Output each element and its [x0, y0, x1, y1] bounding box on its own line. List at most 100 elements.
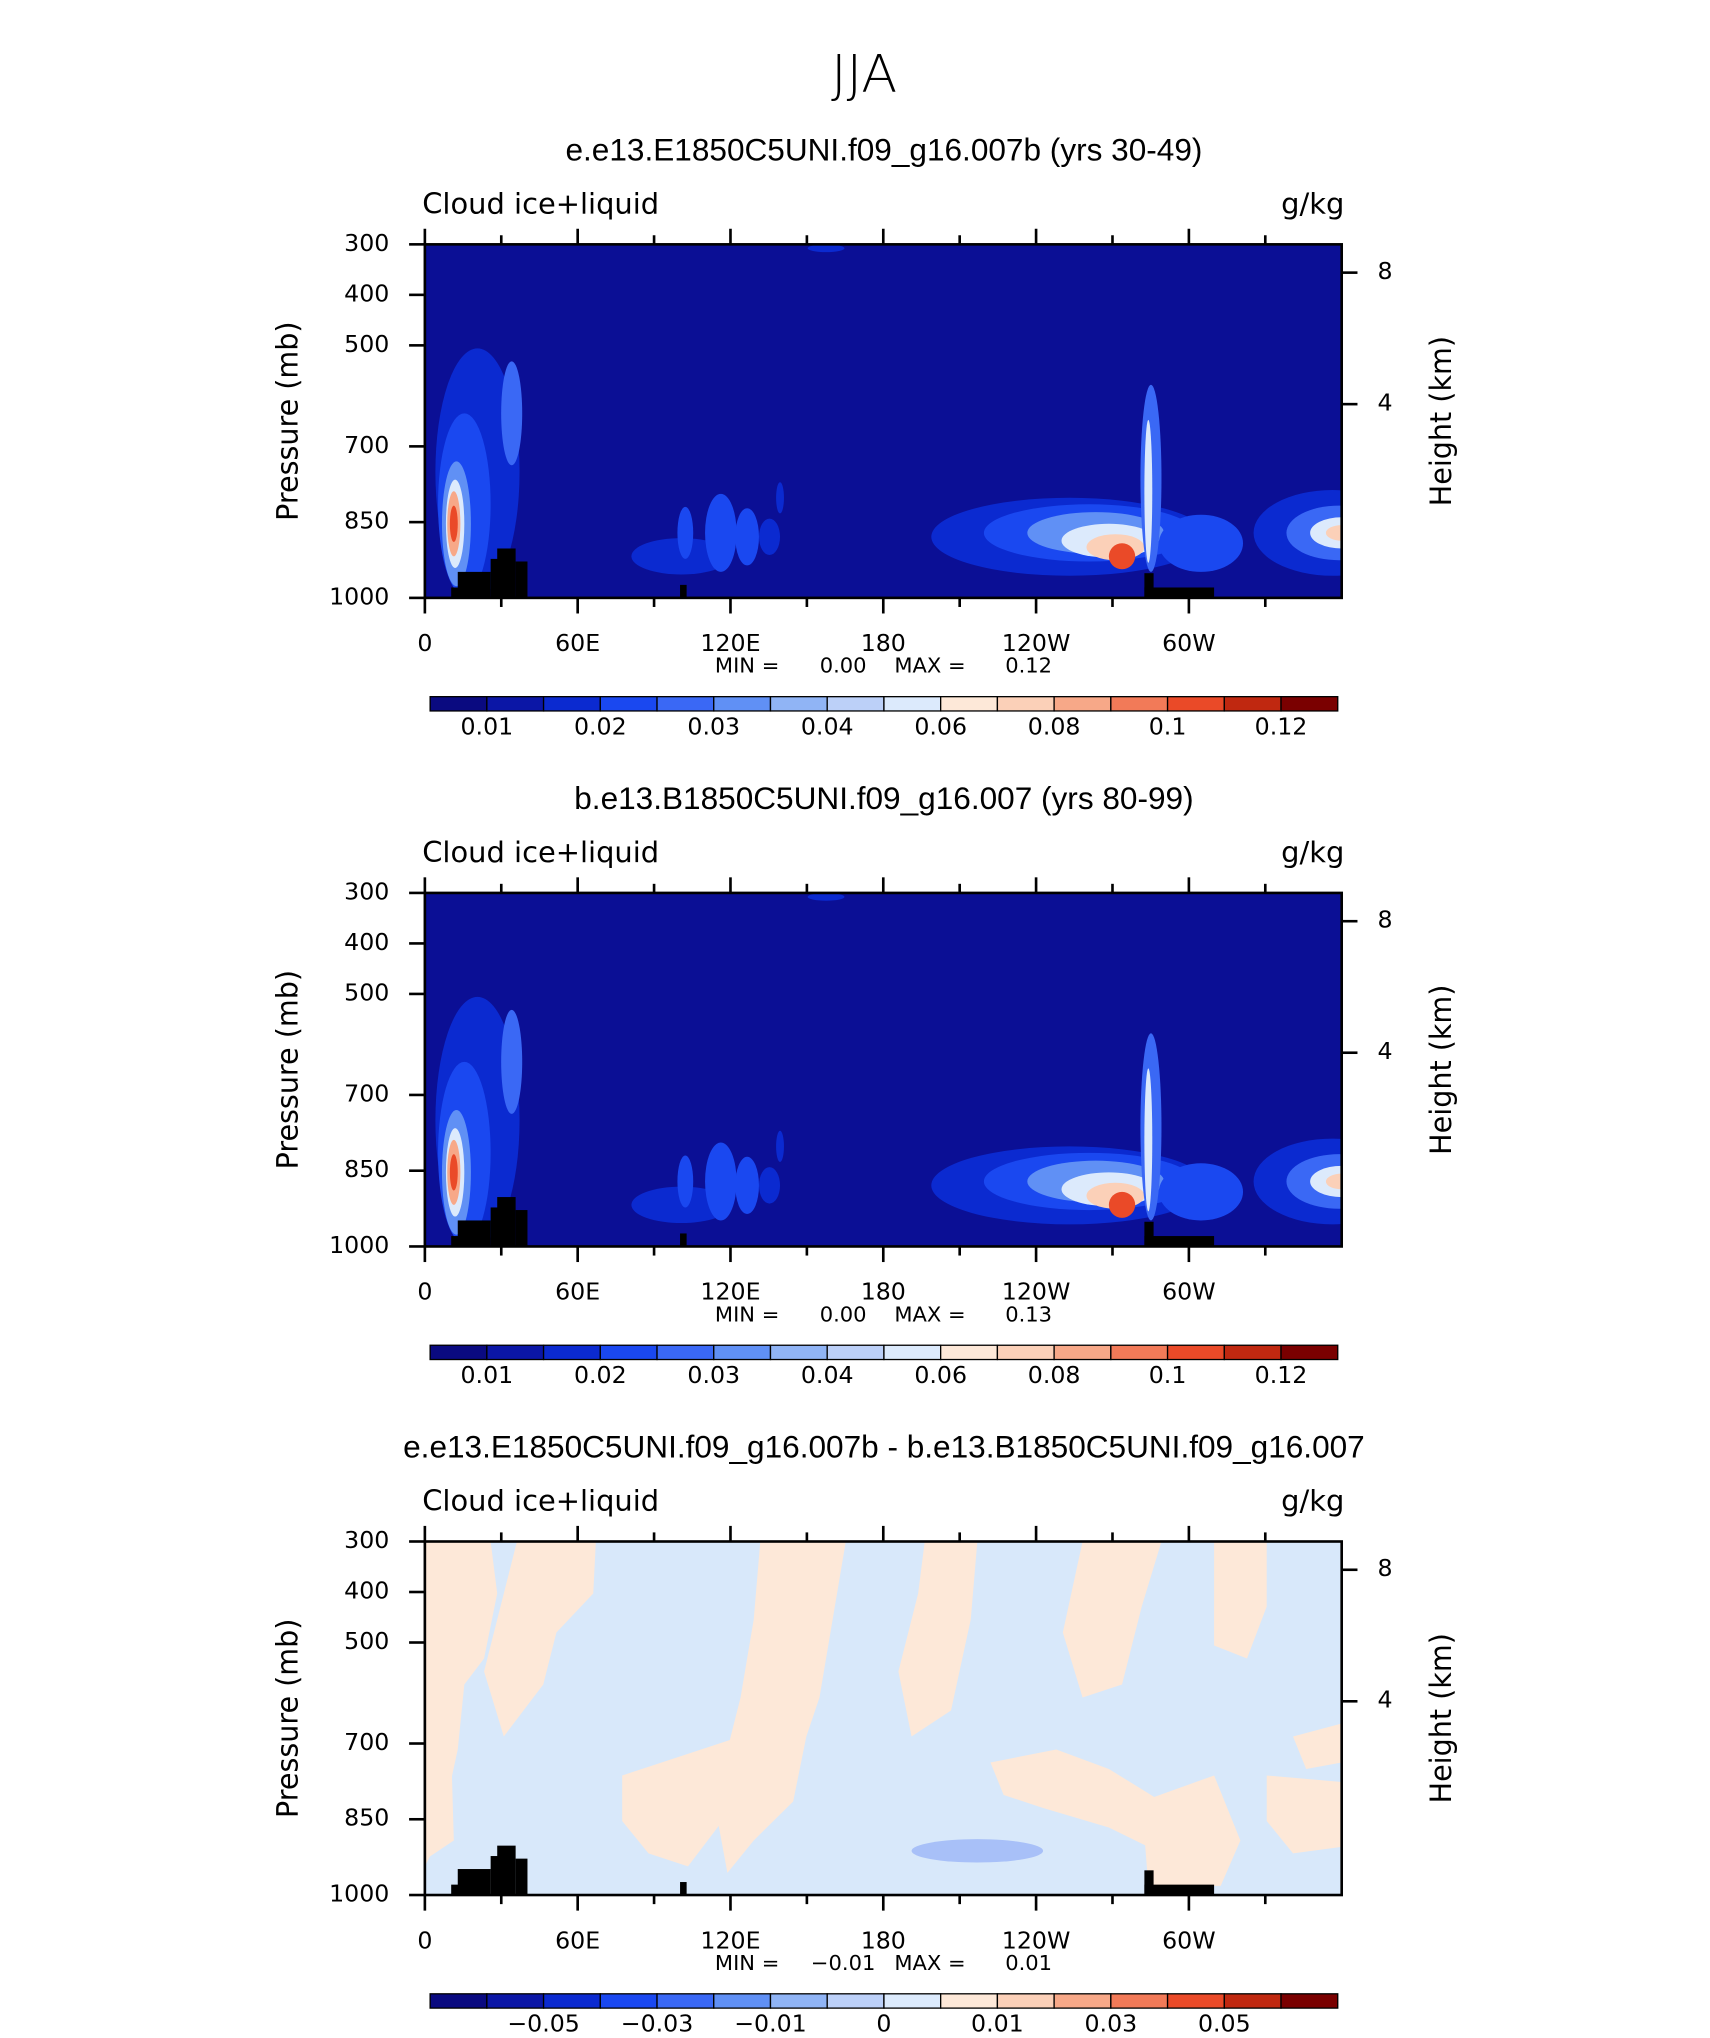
x-tick-label: 60W	[1162, 1926, 1216, 1954]
left-label: Cloud ice+liquid	[422, 835, 659, 869]
colorbar-box	[599, 1344, 658, 1361]
colorbar-label: 0.12	[1255, 1361, 1308, 1389]
colorbar-box	[883, 696, 942, 712]
colorbar-label: 0.03	[687, 1361, 740, 1389]
x-tick-label: 120W	[1002, 1926, 1071, 1954]
colorbar-box	[1280, 1344, 1339, 1361]
colorbar-label: 0.01	[971, 2010, 1024, 2038]
y2-axis-label: Height (km)	[1424, 985, 1458, 1155]
y-tick-label: 300	[344, 229, 389, 257]
colorbar-label: −0.05	[507, 2010, 580, 2038]
y2-tick-label: 4	[1378, 389, 1393, 417]
colorbar-box	[599, 696, 658, 712]
y-axis-label: Pressure (mb)	[270, 970, 304, 1169]
colorbar-label: 0.06	[914, 1361, 967, 1389]
left-label: Cloud ice+liquid	[422, 186, 659, 220]
y-tick-label: 1000	[329, 582, 389, 610]
x-tick-label: 120E	[700, 1278, 760, 1306]
colorbar-box	[1280, 696, 1339, 712]
x-tick-label: 60E	[555, 629, 600, 657]
colorbar-label: 0.03	[1085, 2010, 1138, 2038]
contour-field	[424, 892, 1342, 1247]
stat-name: MIN =	[715, 654, 779, 678]
colorbar-box	[1053, 1344, 1112, 1361]
y-tick-label: 700	[344, 431, 389, 459]
colorbar-box	[486, 1993, 545, 2009]
stat-name: MAX =	[894, 1951, 965, 1975]
right-label: g/kg	[1281, 186, 1344, 220]
colorbar-box	[996, 1993, 1055, 2009]
colorbar-label: 0.01	[461, 712, 514, 740]
y-tick-label: 300	[344, 1526, 389, 1554]
colorbar-box	[996, 696, 1055, 712]
y-tick-label: 300	[344, 878, 389, 906]
colorbar-box	[713, 1993, 772, 2009]
colorbar-label: 0.12	[1255, 712, 1308, 740]
colorbar-box	[429, 1344, 488, 1361]
colorbar-box	[826, 1993, 885, 2009]
colorbar-box	[826, 696, 885, 712]
x-tick-label: 60W	[1162, 1278, 1216, 1306]
panel-title: b.e13.B1850C5UNI.f09_g16.007 (yrs 80-99)	[574, 781, 1193, 816]
y-tick-label: 1000	[329, 1231, 389, 1259]
stat-value: 0.01	[1005, 1951, 1052, 1975]
x-tick-label: 60E	[555, 1926, 600, 1954]
colorbar-box	[713, 1344, 772, 1361]
right-label: g/kg	[1281, 1484, 1344, 1518]
colorbar-label: 0	[876, 2010, 891, 2038]
y2-axis-label: Height (km)	[1424, 1633, 1458, 1803]
stat-value: −0.01	[811, 1951, 875, 1975]
panel-title: e.e13.E1850C5UNI.f09_g16.007b - b.e13.B1…	[403, 1430, 1365, 1465]
colorbar-box	[1053, 696, 1112, 712]
y2-tick-label: 4	[1378, 1686, 1393, 1714]
colorbar-box	[940, 696, 999, 712]
x-tick-label: 120W	[1002, 1278, 1071, 1306]
contour-field	[424, 1541, 1342, 1896]
stat-value: 0.13	[1005, 1302, 1052, 1326]
y-tick-label: 500	[344, 330, 389, 358]
y2-axis-label: Height (km)	[1424, 336, 1458, 506]
colorbar-box	[940, 1344, 999, 1361]
colorbar-label: 0.02	[574, 712, 627, 740]
colorbar-box	[1223, 696, 1282, 712]
colorbar-label: 0.01	[461, 1361, 514, 1389]
colorbar-box	[1053, 1993, 1112, 2009]
colorbar-box	[486, 696, 545, 712]
colorbar-label: −0.01	[734, 2010, 807, 2038]
y-tick-label: 500	[344, 979, 389, 1007]
stat-name: MIN =	[715, 1302, 779, 1326]
x-tick-label: 0	[417, 629, 432, 657]
colorbar-label: 0.05	[1198, 2010, 1251, 2038]
right-label: g/kg	[1281, 835, 1344, 869]
colorbar-label: 0.08	[1028, 1361, 1081, 1389]
colorbar-box	[542, 1344, 601, 1361]
colorbar-label: 0.06	[914, 712, 967, 740]
colorbar-box	[429, 696, 488, 712]
y2-tick-label: 4	[1378, 1037, 1393, 1065]
colorbar-box	[996, 1344, 1055, 1361]
y-tick-label: 850	[344, 1804, 389, 1832]
colorbar-box	[1166, 1344, 1225, 1361]
colorbar-box	[1223, 1993, 1282, 2009]
colorbar-box	[883, 1344, 942, 1361]
colorbar-box	[656, 696, 715, 712]
x-tick-label: 60E	[555, 1278, 600, 1306]
colorbar-label: 0.1	[1149, 712, 1187, 740]
colorbar-label: 0.04	[801, 712, 854, 740]
x-tick-label: 0	[417, 1926, 432, 1954]
x-tick-label: 60W	[1162, 629, 1216, 657]
colorbar-label: −0.03	[621, 2010, 694, 2038]
y-tick-label: 700	[344, 1728, 389, 1756]
x-tick-label: 180	[861, 1926, 906, 1954]
colorbar-box	[429, 1993, 488, 2009]
colorbar-box	[1166, 696, 1225, 712]
colorbar-box	[1110, 1993, 1169, 2009]
colorbar-box	[599, 1993, 658, 2009]
colorbar-box	[1280, 1993, 1339, 2009]
x-tick-label: 180	[861, 629, 906, 657]
x-tick-label: 180	[861, 1278, 906, 1306]
stat-name: MAX =	[894, 1302, 965, 1326]
y-axis-label: Pressure (mb)	[270, 1619, 304, 1818]
x-tick-label: 0	[417, 1278, 432, 1306]
y2-tick-label: 8	[1378, 1554, 1393, 1582]
